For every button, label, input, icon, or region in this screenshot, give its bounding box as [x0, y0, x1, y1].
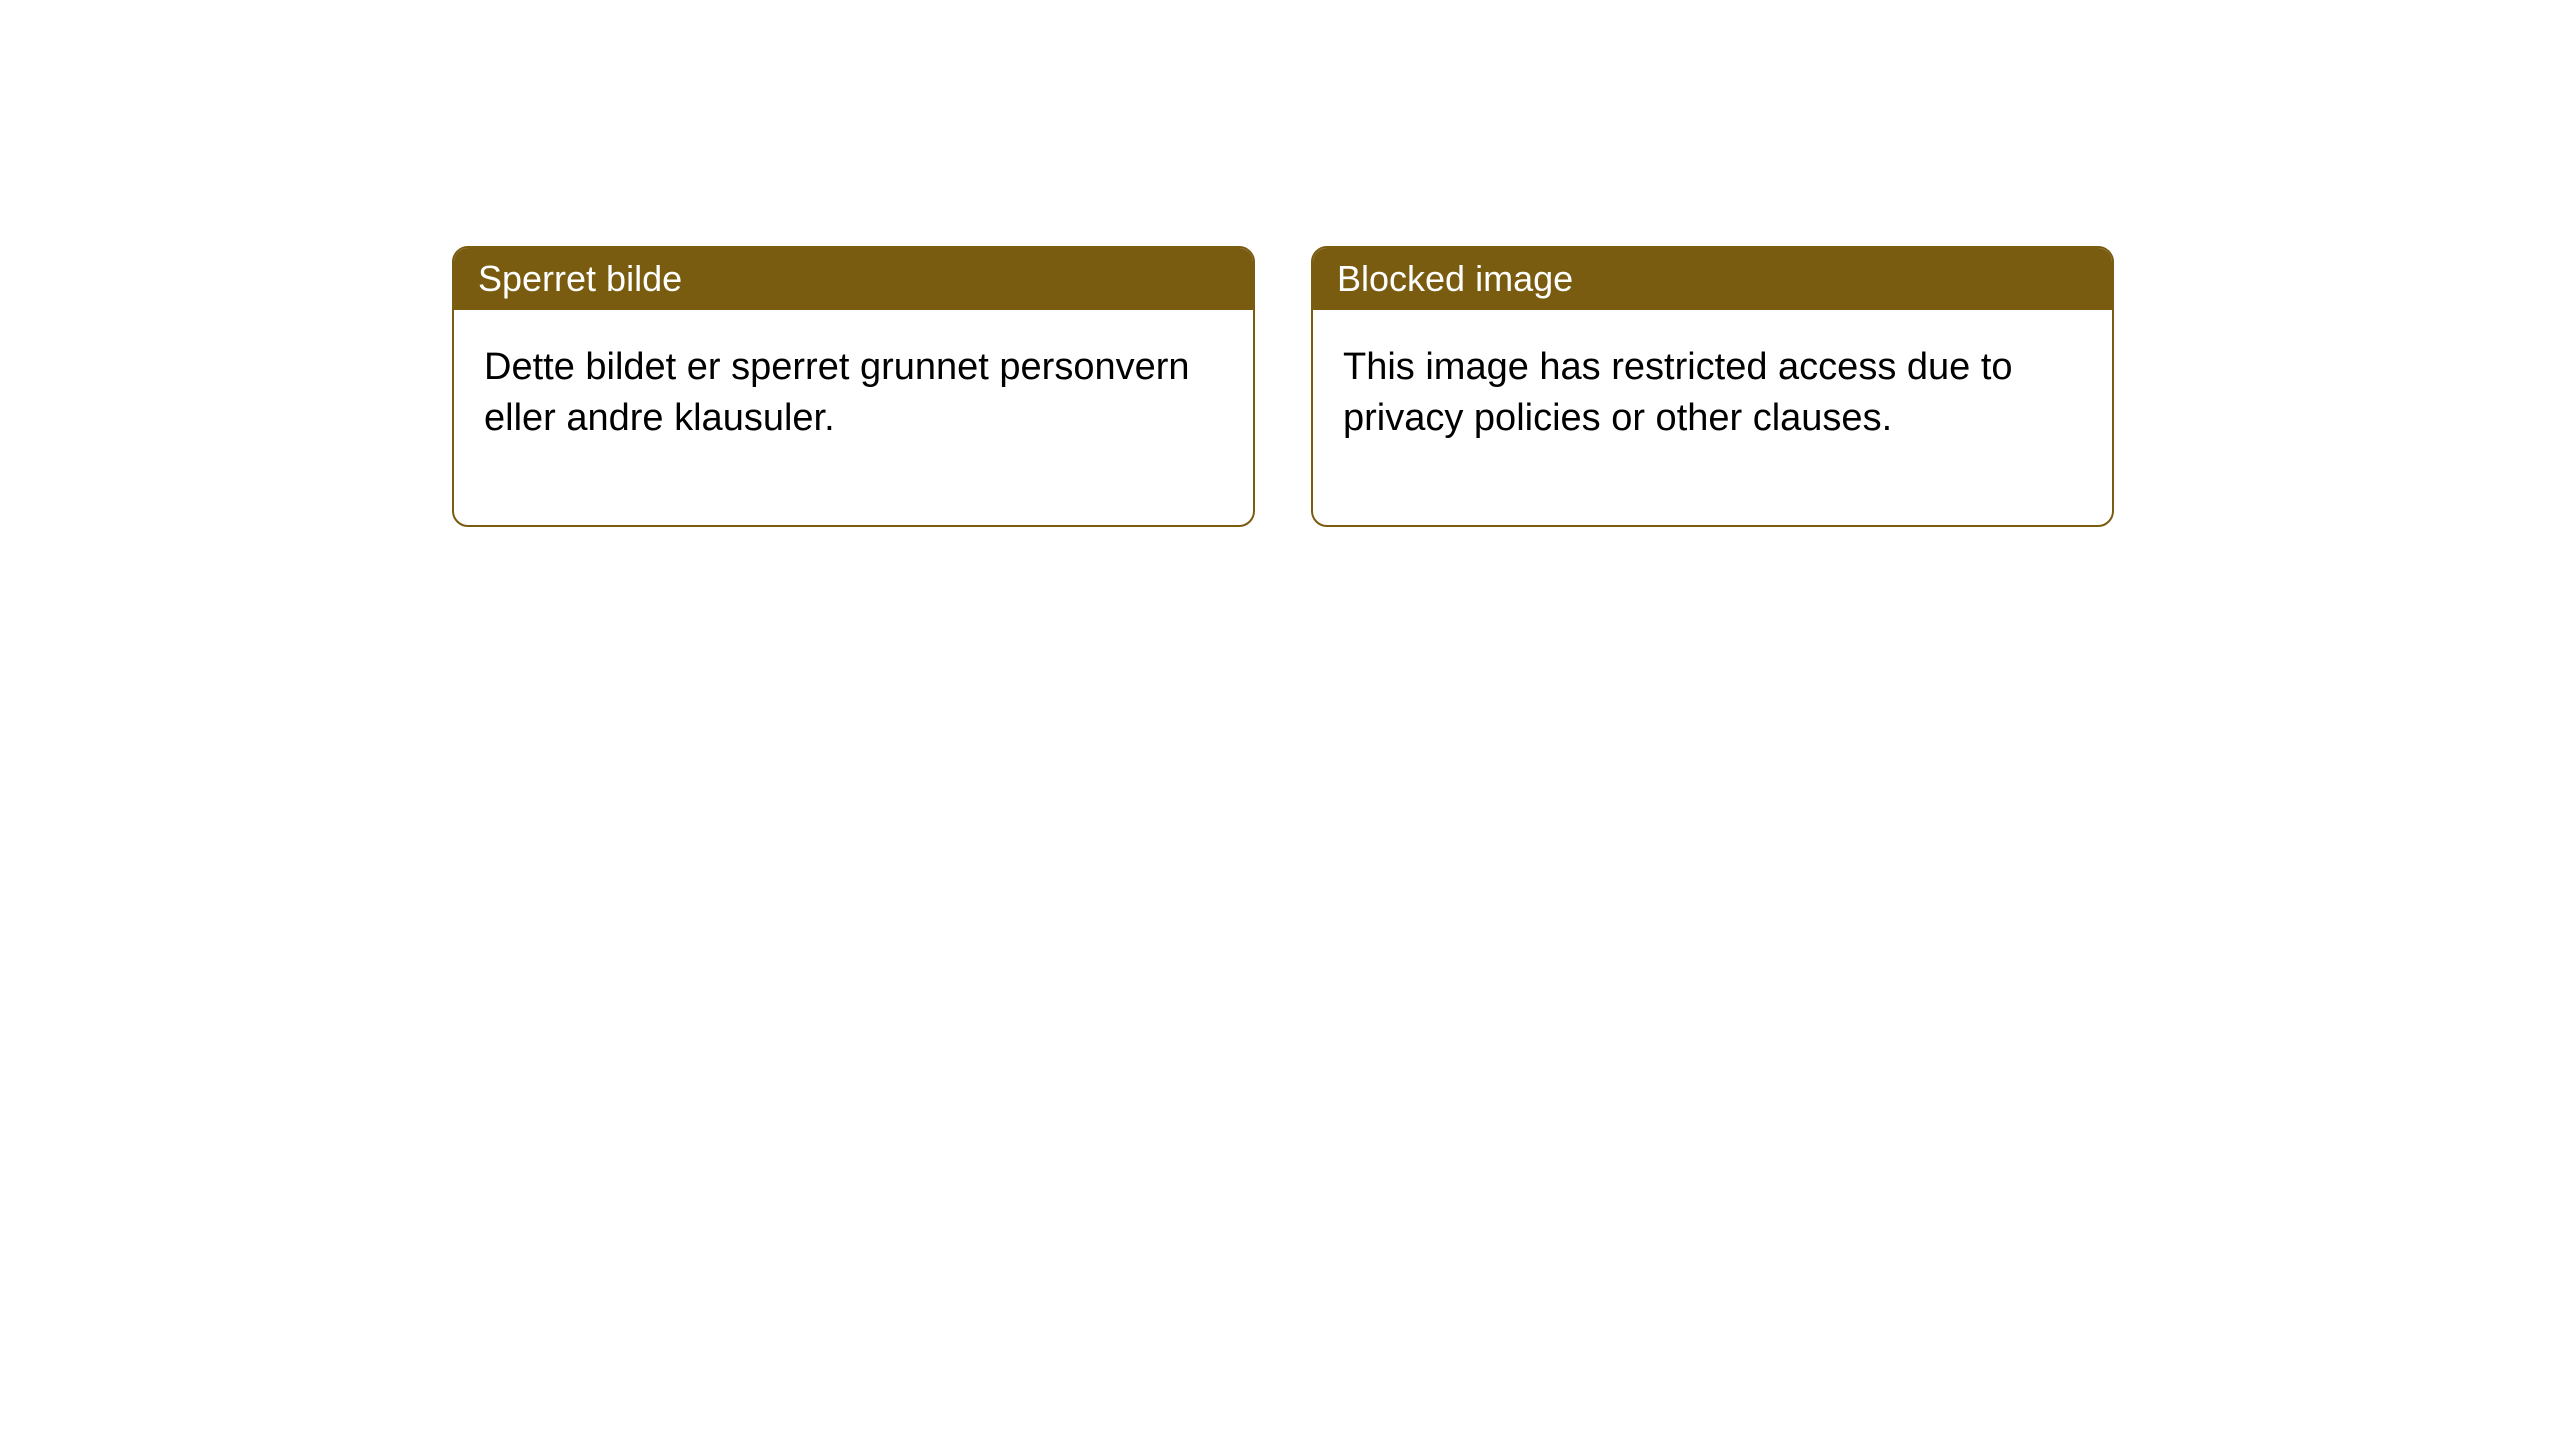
notice-body: Dette bildet er sperret grunnet personve…	[454, 310, 1253, 525]
notice-container: Sperret bilde Dette bildet er sperret gr…	[0, 0, 2560, 527]
notice-body: This image has restricted access due to …	[1313, 310, 2112, 525]
notice-box-norwegian: Sperret bilde Dette bildet er sperret gr…	[452, 246, 1255, 527]
notice-body-text: Dette bildet er sperret grunnet personve…	[484, 346, 1190, 439]
notice-title: Sperret bilde	[478, 258, 682, 299]
notice-body-text: This image has restricted access due to …	[1343, 346, 2013, 439]
notice-header: Blocked image	[1313, 248, 2112, 310]
notice-title: Blocked image	[1337, 258, 1573, 299]
notice-box-english: Blocked image This image has restricted …	[1311, 246, 2114, 527]
notice-header: Sperret bilde	[454, 248, 1253, 310]
